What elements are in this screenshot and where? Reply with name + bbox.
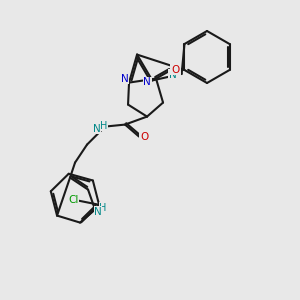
Text: N: N — [94, 207, 102, 217]
Text: N: N — [93, 124, 101, 134]
Text: H: H — [100, 121, 108, 130]
Text: N: N — [143, 77, 151, 87]
Text: O: O — [171, 64, 179, 75]
Text: H: H — [173, 67, 180, 77]
Text: H: H — [99, 202, 107, 213]
Text: N: N — [121, 74, 129, 84]
Text: Cl: Cl — [68, 195, 78, 205]
Text: O: O — [140, 132, 148, 142]
Text: N: N — [169, 70, 176, 80]
